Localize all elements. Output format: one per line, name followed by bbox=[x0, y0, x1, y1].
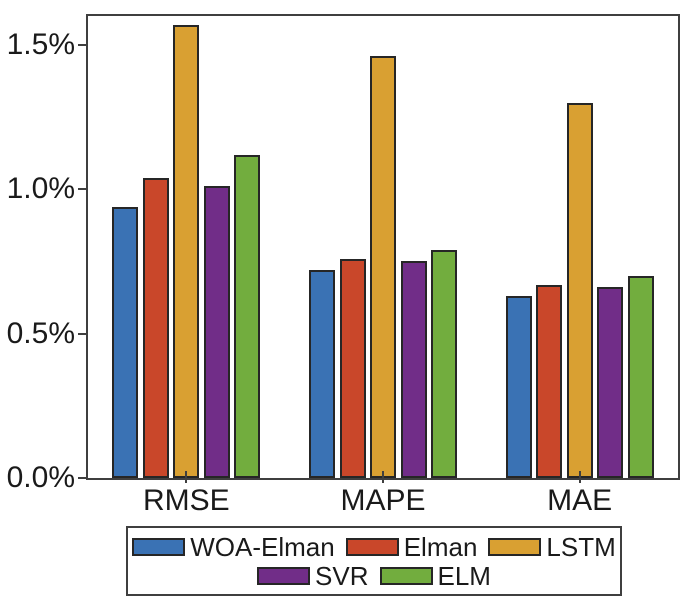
bar-elman-mape bbox=[339, 259, 366, 478]
bar-elman-mae bbox=[536, 285, 563, 478]
bar-svr-mape bbox=[400, 261, 427, 478]
bar-svr-mae bbox=[597, 287, 624, 478]
bar-woa-elman-mae bbox=[505, 296, 532, 478]
legend-item-lstm: LSTM bbox=[488, 531, 616, 562]
bar-woa-elman-rmse bbox=[112, 207, 139, 478]
legend-swatch-elm bbox=[379, 566, 433, 585]
legend: WOA-Elman Elman LSTM SVR ELM bbox=[126, 526, 622, 596]
legend-swatch-woa-elman bbox=[132, 537, 186, 556]
legend-label-elm: ELM bbox=[437, 560, 491, 591]
y-tick-label: 0.0% bbox=[6, 461, 75, 494]
y-tick-mark-1-0pct bbox=[78, 188, 86, 191]
x-category-label-mae: MAE bbox=[547, 484, 613, 517]
bar-lstm-rmse bbox=[173, 25, 200, 478]
bar-elm-mae bbox=[627, 276, 654, 478]
y-tick-mark-1-5pct bbox=[78, 43, 86, 46]
bar-svr-rmse bbox=[203, 186, 230, 478]
legend-label-elman: Elman bbox=[403, 531, 478, 562]
y-tick-mark-0-0pct bbox=[78, 477, 86, 479]
legend-item-elm: ELM bbox=[379, 560, 491, 591]
y-tick-label: 1.0% bbox=[6, 172, 75, 206]
legend-item-elman: Elman bbox=[345, 531, 478, 562]
bar-elman-rmse bbox=[142, 178, 169, 478]
legend-label-svr: SVR bbox=[315, 560, 369, 591]
plot-area bbox=[86, 14, 680, 480]
legend-swatch-lstm bbox=[488, 537, 542, 556]
y-tick-label: 1.5% bbox=[6, 27, 75, 61]
legend-row-1: WOA-Elman Elman LSTM bbox=[132, 534, 616, 560]
x-category-label-mape: MAPE bbox=[340, 484, 426, 517]
bar-lstm-mape bbox=[370, 56, 396, 478]
legend-item-woa-elman: WOA-Elman bbox=[132, 531, 335, 562]
bar-woa-elman-mape bbox=[309, 270, 335, 478]
legend-swatch-elman bbox=[345, 537, 399, 556]
bar-lstm-mae bbox=[566, 103, 593, 478]
legend-label-lstm: LSTM bbox=[546, 531, 616, 562]
legend-row-2: SVR ELM bbox=[257, 563, 491, 589]
bar-elm-rmse bbox=[234, 155, 261, 478]
y-tick-label: 0.5% bbox=[6, 316, 75, 350]
x-category-label-rmse: RMSE bbox=[142, 484, 230, 517]
bar-elm-mape bbox=[431, 250, 457, 478]
legend-swatch-svr bbox=[257, 566, 311, 585]
y-tick-mark-0-5pct bbox=[78, 332, 86, 335]
legend-label-woa-elman: WOA-Elman bbox=[190, 531, 335, 562]
legend-item-svr: SVR bbox=[257, 560, 369, 591]
